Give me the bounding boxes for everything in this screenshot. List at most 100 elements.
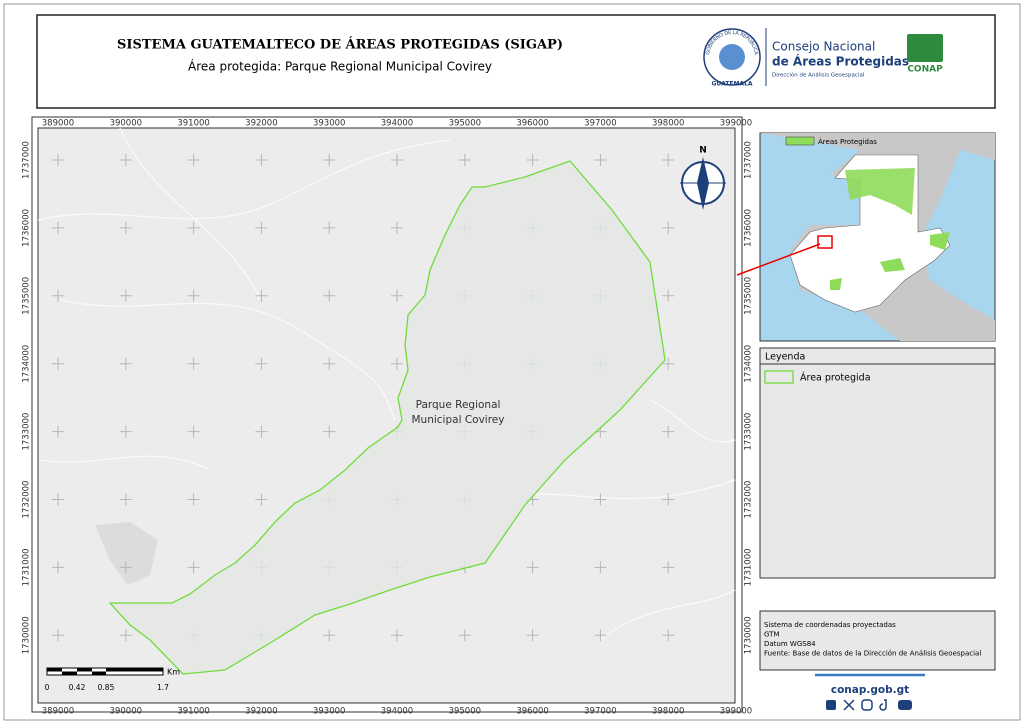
grid-cross <box>662 425 675 438</box>
grid-cross <box>323 289 336 302</box>
y-coord-label: 1730000 <box>22 616 32 654</box>
conap-logo: CONAP <box>907 65 943 75</box>
grid-cross <box>187 561 200 574</box>
grid-cross <box>187 289 200 302</box>
subtitle: Área protegida: Parque Regional Municipa… <box>188 59 492 74</box>
grid-cross <box>52 425 64 438</box>
legend-item: Área protegida <box>800 372 871 384</box>
grid-cross <box>255 221 268 234</box>
protected-area <box>108 160 666 675</box>
terrain-patch <box>95 522 158 585</box>
legend-title: Leyenda <box>765 352 805 363</box>
grid-cross <box>458 629 471 642</box>
council-line3: Dirección de Análisis Geoespacial <box>772 72 865 79</box>
y-coord-label: 1734000 <box>744 345 754 383</box>
grid-cross <box>255 425 268 438</box>
grid-cross <box>52 629 64 642</box>
area-label: Municipal Covirey <box>412 414 505 426</box>
grid-cross <box>255 289 268 302</box>
social-icons[interactable] <box>826 699 912 711</box>
grid-cross <box>526 629 539 642</box>
grid-cross <box>391 289 403 302</box>
x-coord-label: 399000 <box>720 119 752 129</box>
grid-cross <box>662 561 675 574</box>
y-coord-label: 1737000 <box>744 141 754 179</box>
x-coord-label: 397000 <box>584 707 616 717</box>
y-coord-label: 1732000 <box>22 481 32 519</box>
x-coord-label: 394000 <box>381 707 413 717</box>
y-coord-label: 1730000 <box>744 616 754 654</box>
y-coord-label: 1732000 <box>744 481 754 519</box>
website[interactable]: conap.gob.gt <box>831 684 909 696</box>
scale-label: 0.42 <box>69 683 86 692</box>
council-line1: Consejo Nacional <box>772 40 875 54</box>
grid-cross <box>662 493 675 506</box>
grid-cross <box>662 357 675 370</box>
y-coord-label: 1736000 <box>744 209 754 247</box>
y-coord-label: 1736000 <box>22 209 32 247</box>
y-coord-label: 1737000 <box>22 141 32 179</box>
legend-box <box>759 347 996 579</box>
info-line: Fuente: Base de datos de la Dirección de… <box>764 650 981 658</box>
y-coord-label: 1734000 <box>22 345 32 383</box>
grid-cross <box>119 561 132 574</box>
scale-label: 0.85 <box>98 683 115 692</box>
scale-label: 1.7 <box>157 683 169 692</box>
x-coord-label: 395000 <box>449 707 481 717</box>
grid-cross <box>119 289 132 302</box>
x-coord-label: 396000 <box>516 119 548 129</box>
grid-cross <box>187 493 200 506</box>
grid-cross <box>187 357 200 370</box>
inset-map: Áreas Protegidas <box>759 132 996 342</box>
x-coord-label: 391000 <box>177 707 209 717</box>
grid-cross <box>458 154 471 166</box>
scale-label: 0 <box>45 683 50 692</box>
grid-cross <box>52 357 64 370</box>
grid-cross <box>391 154 403 166</box>
info-line: GTM <box>764 631 780 639</box>
inset-legend: Áreas Protegidas <box>818 137 877 146</box>
grid-cross <box>662 221 675 234</box>
grid-cross <box>119 154 132 166</box>
locator-line <box>736 243 821 276</box>
grid-cross <box>255 154 268 166</box>
grid-cross <box>52 289 64 302</box>
grid-cross <box>526 561 539 574</box>
grid-cross <box>662 289 675 302</box>
x-coord-label: 390000 <box>110 707 142 717</box>
x-coord-label: 391000 <box>177 119 209 129</box>
grid-cross <box>526 154 539 166</box>
grid-cross <box>52 561 64 574</box>
grid-cross <box>662 629 675 642</box>
x-coord-label: 389000 <box>42 707 74 717</box>
grid-cross <box>323 629 336 642</box>
grid-cross <box>187 425 200 438</box>
grid-cross <box>119 493 132 506</box>
x-coord-label: 390000 <box>110 119 142 129</box>
header-box <box>36 14 996 109</box>
grid-cross <box>119 221 132 234</box>
x-coord-label: 397000 <box>584 119 616 129</box>
grid-cross <box>391 221 403 234</box>
grid-cross <box>187 154 200 166</box>
x-coord-label: 399000 <box>720 707 752 717</box>
x-coord-label: 398000 <box>652 707 684 717</box>
x-coord-label: 389000 <box>42 119 74 129</box>
x-coord-label: 392000 <box>245 707 277 717</box>
grid-cross <box>323 154 336 166</box>
y-coord-label: 1731000 <box>744 548 754 586</box>
grid-cross <box>323 357 336 370</box>
grid-cross <box>52 493 64 506</box>
grid-cross <box>119 357 132 370</box>
grid-cross <box>594 154 607 166</box>
grid-cross <box>255 357 268 370</box>
x-coord-label: 398000 <box>652 119 684 129</box>
grid-cross <box>52 154 64 166</box>
grid-cross <box>391 357 403 370</box>
info-box <box>759 610 996 671</box>
grid-cross <box>119 629 132 642</box>
title: SISTEMA GUATEMALTECO DE ÁREAS PROTEGIDAS… <box>117 37 563 53</box>
scale-unit: Km <box>167 668 180 677</box>
y-coord-label: 1735000 <box>744 277 754 315</box>
